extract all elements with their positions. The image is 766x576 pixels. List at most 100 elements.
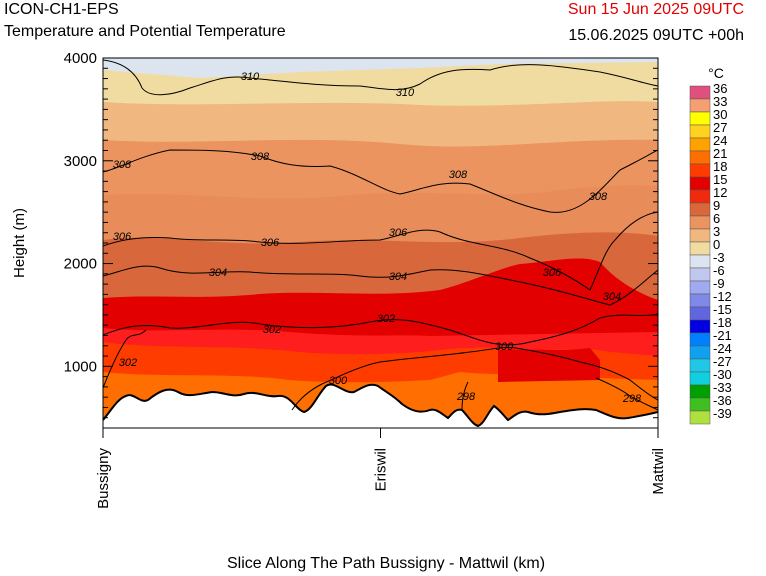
contour-label-298: 298 [622,393,642,405]
colorbar-swatch [689,163,711,178]
y-axis-label: Height (m) [11,208,28,278]
colorbar-label: 15 [713,172,727,187]
colorbar-swatch [689,306,711,321]
colorbar-swatch [689,384,711,399]
colorbar-swatch [689,410,711,425]
contour-label-300: 300 [329,375,348,387]
y-tick-label: 1000 [64,358,97,375]
colorbar-swatch [689,254,711,269]
contour-label-308: 308 [449,169,468,181]
colorbar-label: 24 [713,133,727,148]
colorbar-label: -12 [713,289,732,304]
contour-label-302: 302 [119,357,137,369]
model-title: ICON-CH1-EPS [4,1,119,18]
y-tick-label: 2000 [64,256,97,273]
contour-298 [461,377,658,411]
x-tick-label: Mattwil [650,448,667,495]
contour-302 [103,313,658,346]
x-axis: Bussigny Eriswil Mattwil [95,428,667,509]
y-tick-label: 3000 [64,153,97,170]
contour-310 [103,59,658,96]
colorbar-label: 3 [713,224,720,239]
colorbar-swatch [689,202,711,217]
colorbar-label: -15 [713,302,732,317]
colorbar-label: -6 [713,263,725,278]
contour-label-308: 308 [113,159,132,171]
colorbar-swatch [689,124,711,139]
contour-label-308: 308 [589,191,608,203]
colorbar-label: -36 [713,393,732,408]
colorbar-label: 12 [713,185,727,200]
contour-labels: 310 310 308 308 308 308 306 306 306 306 … [113,71,642,405]
colorbar-label: -3 [713,250,725,265]
y-axis: 1000 2000 3000 4000 [64,50,658,419]
colorbar-swatch [689,228,711,243]
colorbar-label: 0 [713,237,720,252]
colorbar-swatch [689,358,711,373]
plot-area: 310 310 308 308 308 308 306 306 306 306 … [103,58,658,428]
colorbar-swatch [689,280,711,295]
band-below-0 [103,58,658,78]
colorbar-label: -39 [713,406,732,421]
colorbar-label: -18 [713,315,732,330]
colorbar: 3633302724211815129630-3-6-9-12-15-18-21… [689,81,732,425]
y-tick-label: 4000 [64,50,97,67]
contour-label-304: 304 [603,291,621,303]
x-tick-label: Bussigny [95,448,112,509]
colorbar-label: 27 [713,120,727,135]
colorbar-unit: °C [708,65,724,81]
colorbar-swatch [689,397,711,412]
colorbar-swatch [689,189,711,204]
colorbar-swatch [689,111,711,126]
contour-label-306: 306 [113,231,132,243]
colorbar-label: -27 [713,354,732,369]
colorbar-swatch [689,345,711,360]
colorbar-label: 18 [713,159,727,174]
contour-302-lower [103,329,147,389]
colorbar-label: -24 [713,341,732,356]
contour-306 [103,211,658,291]
colorbar-swatch [689,137,711,152]
colorbar-label: -30 [713,367,732,382]
contour-label-302: 302 [377,313,395,325]
contour-label-304: 304 [389,271,407,283]
colorbar-label: 6 [713,211,720,226]
colorbar-swatch [689,150,711,165]
colorbar-swatch [689,319,711,334]
contour-label-300: 300 [495,341,514,353]
valid-date: Sun 15 Jun 2025 09UTC [567,1,744,18]
contour-label-298: 298 [456,391,476,403]
run-info: 15.06.2025 09UTC +00h [568,27,744,44]
x-axis-label: Slice Along The Path Bussigny - Mattwil … [227,555,545,572]
terrain-outline [103,383,658,428]
colorbar-swatch [689,98,711,113]
contour-300 [291,347,658,411]
colorbar-swatch [689,371,711,386]
colorbar-swatch [689,85,711,100]
colorbar-label: 33 [713,94,727,109]
colorbar-label: -9 [713,276,725,291]
colorbar-label: 30 [713,107,727,122]
chart-subtitle: Temperature and Potential Temperature [4,23,286,40]
contour-label-310: 310 [396,87,415,99]
colorbar-swatch [689,332,711,347]
colorbar-label: 36 [713,81,727,96]
colorbar-label: -33 [713,380,732,395]
colorbar-swatch [689,267,711,282]
contour-304 [103,265,658,306]
colorbar-swatch [689,176,711,191]
colorbar-swatch [689,293,711,308]
contour-label-306: 306 [261,237,280,249]
contour-label-306: 306 [389,227,408,239]
contour-label-306: 306 [543,267,562,279]
colorbar-swatch [689,241,711,256]
contour-label-302: 302 [263,324,281,336]
contour-label-304: 304 [209,267,227,279]
contour-308 [103,149,658,213]
theta-contours [103,59,658,411]
contour-label-310: 310 [241,71,260,83]
colorbar-label: 9 [713,198,720,213]
colorbar-swatch [689,215,711,230]
band-15-18-pocket [498,348,600,382]
